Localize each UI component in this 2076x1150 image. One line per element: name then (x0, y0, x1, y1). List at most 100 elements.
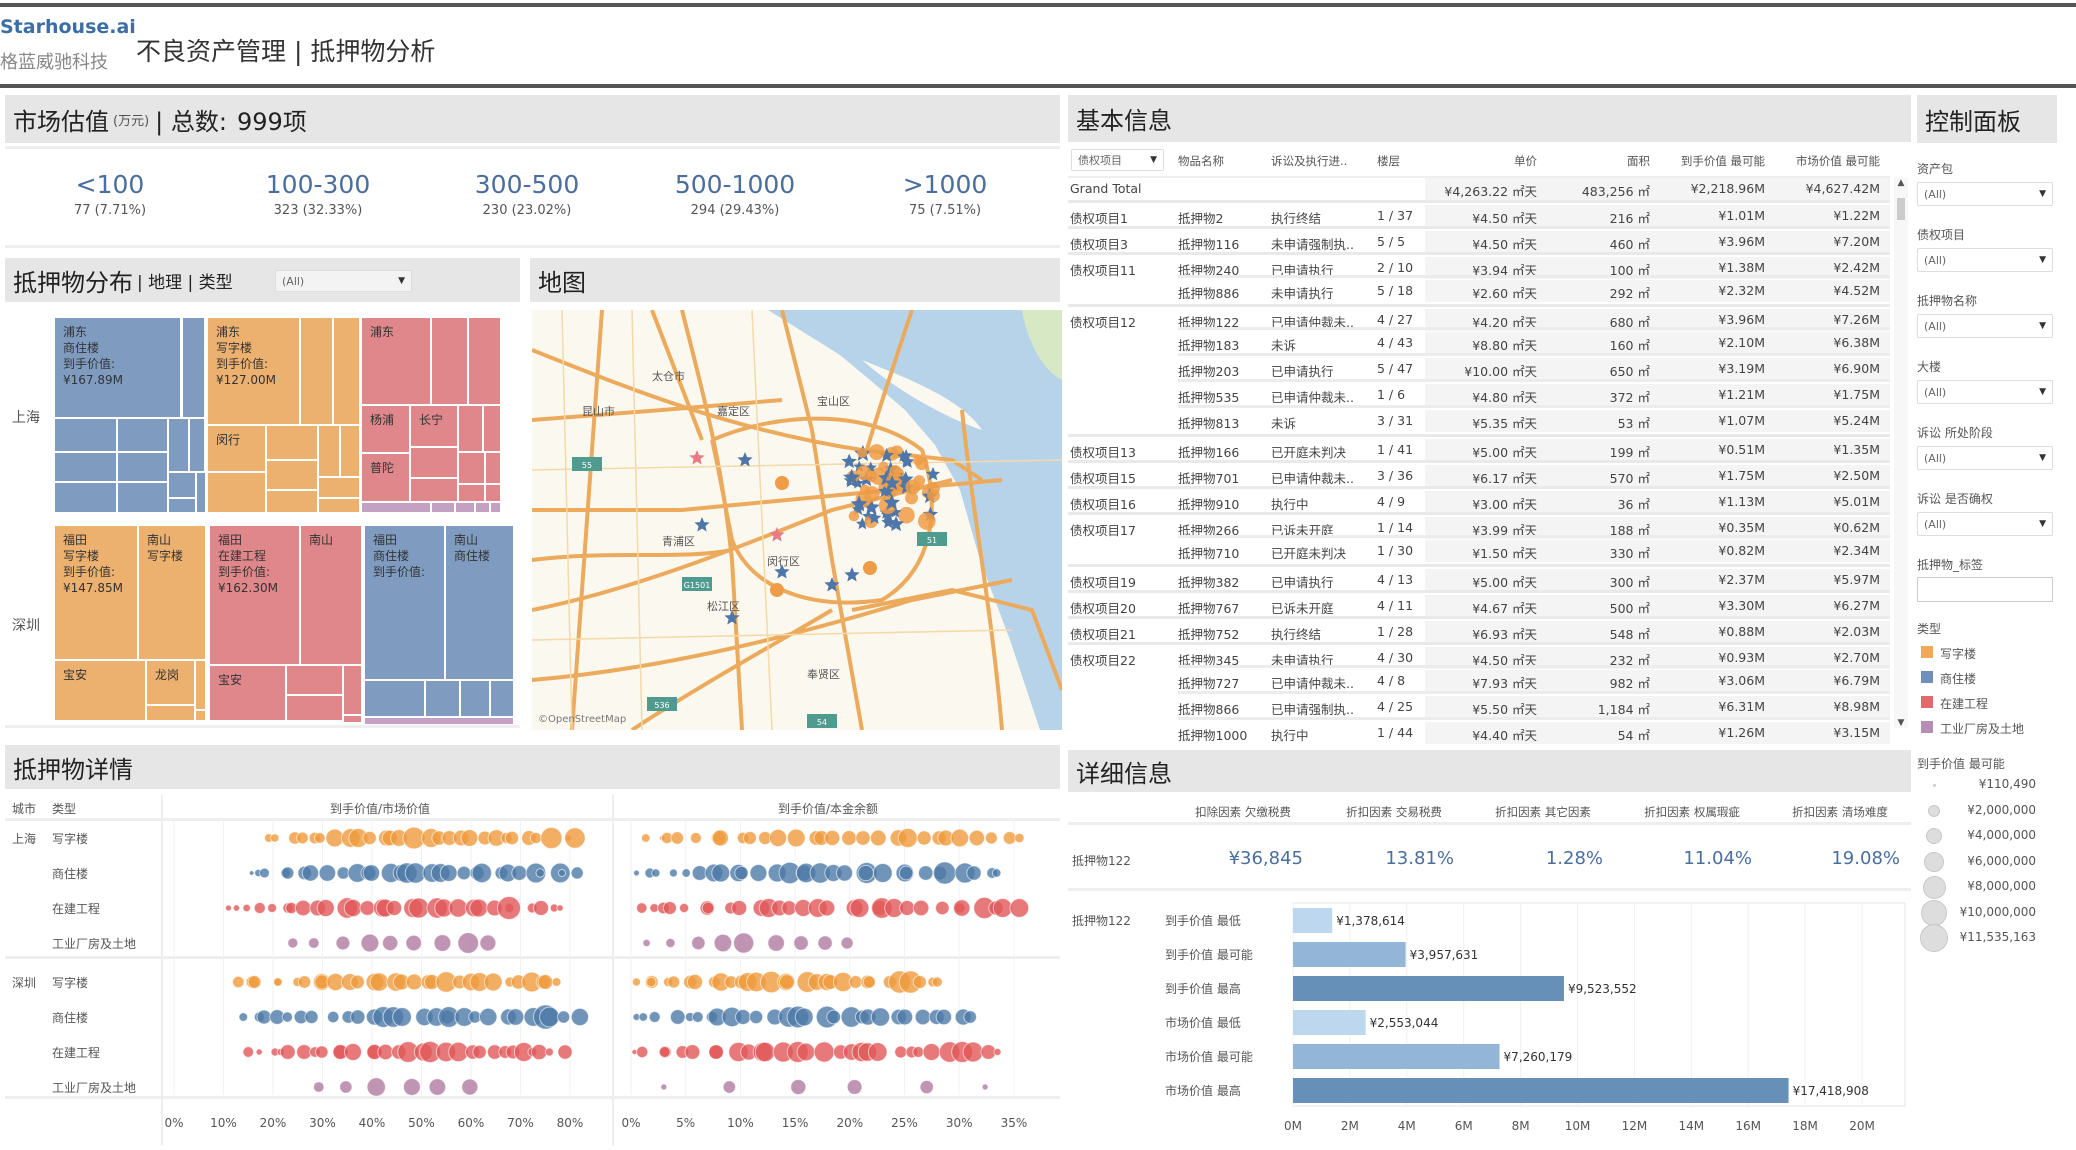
treemap-cell[interactable] (460, 680, 490, 717)
treemap-cell[interactable]: 宝安 (209, 665, 286, 721)
treemap-cell[interactable] (54, 418, 117, 452)
treemap-cell[interactable] (333, 317, 360, 425)
treemap-cell[interactable] (54, 452, 117, 482)
table-column-header[interactable]: 单价 (1514, 154, 1537, 168)
scrollbar-thumb[interactable] (1897, 198, 1905, 220)
table-row[interactable]: 抵押物866 已申请强制执.. 4 / 25 ¥5.50 ㎡天 1,184 ㎡ ¥6.31… (1068, 691, 1890, 720)
table-row[interactable]: 抵押物727 已申请仲裁未.. 4 / 8 ¥7.93 ㎡天 982 ㎡ ¥3.06M ¥6… (1068, 665, 1890, 694)
treemap-cell[interactable]: 南山 商住楼 (445, 525, 514, 680)
treemap-cell[interactable] (485, 484, 501, 502)
treemap-cell[interactable] (458, 452, 485, 484)
treemap-cell[interactable] (490, 502, 501, 513)
treemap-cell[interactable] (490, 680, 514, 717)
treemap-cell[interactable] (266, 460, 318, 490)
distribution-filter-dropdown[interactable]: (All) ▼ (275, 270, 412, 292)
table-row[interactable]: 债权项目12 抵押物122 已申请仲裁未.. 4 / 27 ¥4.20 ㎡天 680 ㎡ ¥… (1068, 304, 1890, 331)
treemap-cell[interactable] (410, 478, 458, 502)
treemap-cell[interactable] (117, 452, 168, 482)
treemap-cell[interactable] (300, 317, 333, 425)
treemap-cell[interactable] (361, 502, 431, 513)
kpi-bucket[interactable]: 100-300 323 (32.33%) (218, 170, 418, 218)
treemap-cell[interactable] (425, 680, 460, 717)
filter-dropdown[interactable]: (All) ▼ (1917, 182, 2053, 206)
treemap-cell[interactable]: 福田 写字楼 到手价值: ¥147.85M (54, 525, 138, 660)
treemap-cell[interactable] (182, 317, 205, 418)
treemap-cell[interactable] (195, 710, 206, 721)
treemap-cell[interactable]: 浦东 商住楼 到手价值: ¥167.89M (54, 317, 181, 418)
table-row[interactable]: 债权项目11 抵押物240 已申请执行 2 / 10 ¥3.94 ㎡天 100 ㎡ ¥1.3… (1068, 252, 1890, 279)
table-row[interactable]: 债权项目21 抵押物752 执行终结 1 / 28 ¥6.93 ㎡天 548 ㎡ ¥0.88… (1068, 616, 1890, 643)
treemap-cell[interactable] (168, 418, 189, 472)
treemap-cell[interactable] (286, 665, 343, 695)
table-row[interactable]: 债权项目1 抵押物2 执行终结 1 / 37 ¥4.50 ㎡天 216 ㎡ ¥1.01M ¥1… (1068, 200, 1890, 227)
table-row[interactable]: 抵押物886 未申请执行 5 / 18 ¥2.60 ㎡天 292 ㎡ ¥2.32M ¥4.5… (1068, 275, 1890, 304)
debt-project-filter[interactable]: 债权项目 ▼ (1071, 149, 1164, 171)
treemap-cell[interactable]: 南山 (300, 525, 362, 665)
treemap-cell[interactable]: 长宁 (410, 405, 458, 447)
treemap-cell[interactable]: 宝安 (54, 660, 146, 721)
treemap-cell[interactable] (189, 418, 205, 472)
treemap-cell[interactable] (475, 502, 490, 513)
treemap-cell[interactable] (318, 477, 360, 498)
treemap-cell[interactable]: 福田 商住楼 到手价值: (364, 525, 445, 680)
treemap-cell[interactable] (343, 665, 362, 715)
kpi-bucket[interactable]: >1000 75 (7.51%) (845, 170, 1045, 218)
filter-dropdown[interactable]: (All) ▼ (1917, 248, 2053, 272)
treemap-cell[interactable] (431, 502, 455, 513)
table-column-header[interactable]: 市场价值 最可能 (1795, 154, 1880, 168)
treemap-cell[interactable] (483, 405, 501, 452)
treemap-cell[interactable] (343, 715, 362, 723)
legend-type-label[interactable]: 在建工程 (1940, 697, 1989, 711)
treemap-cell[interactable]: 南山 写字楼 (138, 525, 206, 660)
treemap-cell[interactable] (117, 418, 168, 452)
kpi-bucket[interactable]: <100 77 (7.71%) (10, 170, 210, 218)
treemap-cell[interactable] (286, 695, 343, 721)
treemap-cell[interactable] (410, 447, 458, 478)
treemap-cell[interactable]: 普陀 (361, 453, 410, 502)
treemap-cell[interactable] (266, 425, 318, 460)
table-column-header[interactable]: 到手价值 最可能 (1680, 154, 1765, 168)
treemap-cell[interactable] (195, 660, 206, 710)
table-row[interactable]: 债权项目22 抵押物345 未申请执行 4 / 30 ¥4.50 ㎡天 232 ㎡ ¥0.9… (1068, 642, 1890, 669)
table-row[interactable]: 抵押物813 未诉 3 / 31 ¥5.35 ㎡天 53 ㎡ ¥1.07M ¥5.24M (1068, 405, 1890, 434)
table-column-header[interactable]: 楼层 (1377, 154, 1400, 168)
table-column-header[interactable]: 诉讼及执行进.. (1271, 154, 1348, 168)
filter-dropdown[interactable]: (All) ▼ (1917, 512, 2053, 536)
treemap-cell[interactable]: 浦东 写字楼 到手价值: ¥127.00M (207, 317, 300, 425)
treemap-cell[interactable] (146, 705, 195, 721)
treemap-cell[interactable]: 杨浦 (361, 405, 410, 453)
filter-dropdown[interactable]: (All) ▼ (1917, 446, 2053, 470)
table-column-header[interactable]: 面积 (1627, 154, 1650, 168)
table-row[interactable]: 债权项目20 抵押物767 已诉未开庭 4 / 11 ¥4.67 ㎡天 500 ㎡ ¥3.3… (1068, 590, 1890, 617)
treemap-cell[interactable] (266, 490, 318, 513)
treemap-cell[interactable] (364, 717, 514, 725)
treemap-cell[interactable] (318, 425, 340, 477)
table-row[interactable]: 债权项目19 抵押物382 已申请执行 4 / 13 ¥5.00 ㎡天 300 ㎡ ¥2.3… (1068, 564, 1890, 591)
table-row[interactable]: 债权项目16 抵押物910 执行中 4 / 9 ¥3.00 ㎡天 36 ㎡ ¥1.13M ¥5… (1068, 486, 1890, 513)
treemap-cell[interactable] (458, 484, 485, 502)
treemap-cell[interactable]: 福田 在建工程 到手价值: ¥162.30M (209, 525, 300, 665)
table-row[interactable]: 抵押物1000 执行中 1 / 44 ¥4.40 ㎡天 54 ㎡ ¥1.26M ¥3.15M (1068, 717, 1890, 746)
legend-type-label[interactable]: 工业厂房及土地 (1940, 722, 2025, 736)
legend-type-label[interactable]: 商住楼 (1940, 672, 1977, 686)
treemap-cell[interactable] (168, 498, 196, 513)
table-row[interactable]: 债权项目17 抵押物266 已诉未开庭 1 / 14 ¥3.99 ㎡天 188 ㎡ ¥0.3… (1068, 512, 1890, 539)
treemap-cell[interactable] (117, 482, 168, 513)
treemap-cell[interactable] (455, 502, 475, 513)
tag-input[interactable] (1917, 577, 2053, 602)
treemap-cell[interactable] (485, 452, 501, 484)
treemap-cell[interactable]: 闵行 (207, 425, 266, 472)
table-row[interactable]: 债权项目13 抵押物166 已开庭未判决 1 / 41 ¥5.00 ㎡天 199 ㎡ ¥0.… (1068, 434, 1890, 461)
kpi-bucket[interactable]: 500-1000 294 (29.43%) (635, 170, 835, 218)
treemap-cell[interactable] (340, 425, 360, 477)
kpi-bucket[interactable]: 300-500 230 (23.02%) (427, 170, 627, 218)
treemap-cell[interactable] (207, 472, 266, 513)
treemap-cell[interactable] (364, 680, 425, 717)
treemap-cell[interactable]: 浦东 (361, 317, 431, 405)
table-row[interactable]: 抵押物710 已开庭未判决 1 / 30 ¥1.50 ㎡天 330 ㎡ ¥0.82M ¥2.… (1068, 535, 1890, 564)
filter-dropdown[interactable]: (All) ▼ (1917, 314, 2053, 338)
table-row[interactable]: 抵押物203 已申请执行 5 / 47 ¥10.00 ㎡天 650 ㎡ ¥3.19M ¥6.… (1068, 353, 1890, 382)
treemap-cell[interactable] (458, 405, 483, 452)
treemap-cell[interactable] (196, 472, 206, 513)
